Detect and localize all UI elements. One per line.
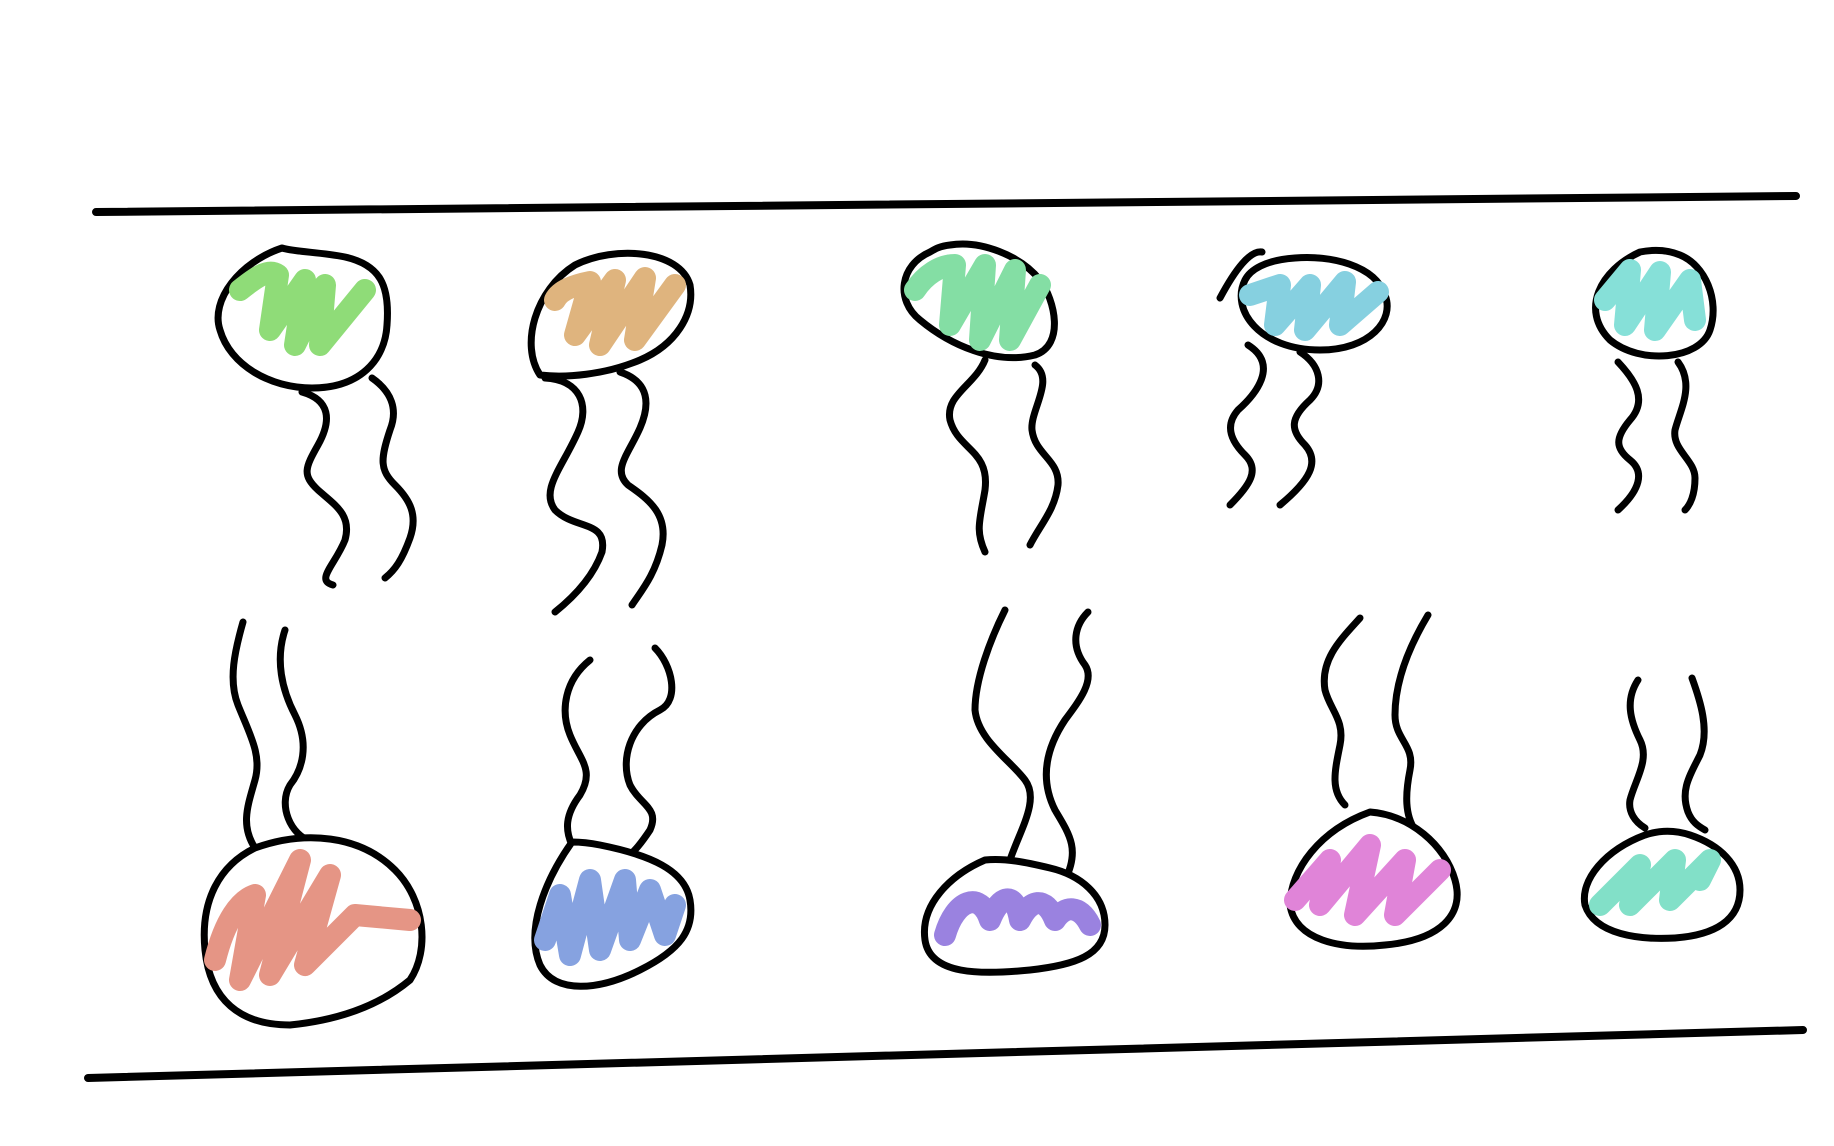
color-scribble [1589, 849, 1721, 916]
tail [276, 626, 316, 846]
color-scribble [1284, 834, 1451, 926]
bottom-boundary-line [84, 1026, 1807, 1082]
color-scribble [1594, 259, 1706, 341]
tail [1042, 608, 1092, 884]
tail [1391, 611, 1432, 834]
top-boundary-line [92, 192, 1800, 216]
tail [1614, 358, 1643, 514]
tail [1276, 348, 1323, 509]
tail [1626, 676, 1649, 832]
color-scribble [934, 888, 1101, 946]
tail [229, 618, 261, 852]
tail [1681, 674, 1709, 834]
tail [298, 388, 350, 589]
organism-top-3 [900, 240, 1062, 556]
organism-bottom-5 [1580, 674, 1744, 942]
tail [946, 356, 989, 556]
tail [541, 374, 607, 616]
tail [971, 606, 1034, 864]
color-scribble [229, 261, 376, 356]
organism-top-1 [214, 244, 417, 589]
tail [622, 644, 676, 859]
organism-bottom-2 [531, 644, 695, 990]
color-scribble [1239, 271, 1389, 341]
tail [1671, 358, 1699, 514]
color-scribble [204, 849, 421, 991]
organism-bottom-4 [1284, 611, 1461, 950]
organism-top-2 [527, 249, 695, 616]
tail [561, 656, 594, 849]
tail [1320, 614, 1364, 809]
organism-top-4 [1216, 248, 1391, 509]
tail [1226, 341, 1267, 509]
tail [1026, 361, 1062, 549]
tail [368, 374, 417, 582]
organism-top-5 [1592, 246, 1717, 514]
organism-bottom-3 [920, 606, 1109, 976]
tail [1216, 248, 1266, 302]
tail [616, 368, 667, 609]
organism-bottom-1 [200, 618, 426, 1029]
color-scribble [534, 869, 686, 966]
color-scribble [904, 254, 1051, 351]
color-scribble [544, 267, 686, 356]
